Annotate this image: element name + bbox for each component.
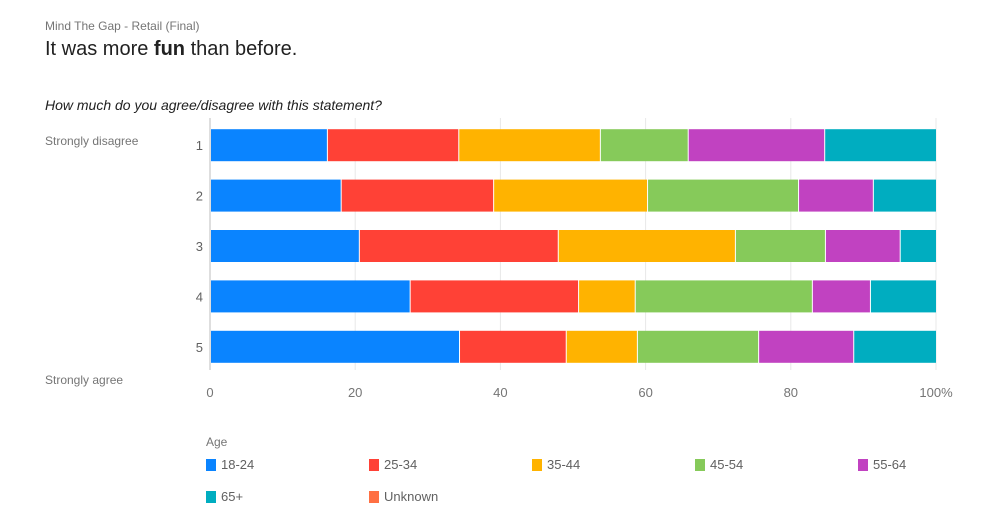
bar-segment-35-44 [494, 179, 648, 212]
legend-title: Age [206, 435, 228, 449]
bar-segment-55-64 [812, 280, 870, 313]
bar-segment-18-24 [211, 330, 460, 363]
bar-segment-18-24 [211, 280, 410, 313]
bar-segment-55-64 [825, 230, 900, 262]
scale-bottom-label: Strongly agree [45, 373, 124, 387]
legend-item[interactable]: 65+ [206, 489, 243, 504]
bar-segment-45-54 [637, 330, 759, 363]
legend-item[interactable]: Unknown [369, 489, 438, 504]
legend-swatch [369, 490, 379, 503]
bar-segment-35-44 [558, 230, 735, 262]
bar-segment-45-54 [648, 179, 799, 212]
legend-label: 55-64 [873, 457, 907, 472]
bar-segment-65+ [854, 330, 936, 363]
bar-segment-45-54 [735, 230, 825, 262]
bar-segment-18-24 [211, 129, 327, 162]
legend-label: 35-44 [547, 457, 581, 472]
bar-segment-25-34 [341, 179, 494, 212]
bar-segment-45-54 [635, 280, 812, 313]
legend-swatch [206, 458, 216, 471]
legend-swatch [532, 458, 542, 471]
legend-swatch [695, 458, 705, 471]
legend-item[interactable]: 45-54 [695, 457, 743, 472]
bar-segment-25-34 [410, 280, 579, 313]
bar-segment-25-34 [359, 230, 558, 262]
bar-segment-65+ [900, 230, 936, 262]
legend-item[interactable]: 35-44 [532, 457, 580, 472]
bar-segment-25-34 [327, 129, 459, 162]
legend-swatch [206, 490, 216, 503]
page-title: It was more fun than before. [45, 38, 298, 60]
legend-swatch [369, 458, 379, 471]
bar-segment-55-64 [799, 179, 873, 212]
x-tick-label: 20 [348, 385, 362, 400]
x-tick-label: 80 [784, 385, 798, 400]
bar-segment-45-54 [600, 129, 688, 162]
y-tick-label: 5 [196, 340, 203, 355]
survey-name: Mind The Gap - Retail (Final) [45, 19, 200, 33]
bar-segment-55-64 [688, 129, 825, 162]
bar-segment-55-64 [759, 330, 854, 363]
y-tick-label: 4 [196, 289, 203, 304]
legend-item[interactable]: 55-64 [858, 457, 906, 472]
bar-segment-25-34 [460, 330, 566, 363]
bar-segment-35-44 [579, 280, 635, 313]
y-tick-label: 1 [196, 138, 203, 153]
legend-label: 18-24 [221, 457, 255, 472]
question-text: How much do you agree/disagree with this… [45, 97, 382, 113]
bar-segment-65+ [825, 129, 936, 162]
bar-segment-35-44 [459, 129, 600, 162]
legend-label: 25-34 [384, 457, 418, 472]
bar-segment-18-24 [211, 230, 359, 262]
bar-segment-35-44 [566, 330, 637, 363]
bar-segment-65+ [870, 280, 936, 313]
legend-item[interactable]: 25-34 [369, 457, 417, 472]
bar-segment-18-24 [211, 179, 341, 212]
legend-label: 65+ [221, 489, 244, 504]
x-tick-label: 100% [919, 385, 953, 400]
bar-segment-65+ [873, 179, 936, 212]
x-tick-label: 0 [206, 385, 213, 400]
legend-swatch [858, 458, 868, 471]
y-tick-label: 3 [196, 239, 203, 254]
x-tick-label: 60 [638, 385, 652, 400]
y-tick-label: 2 [196, 189, 203, 204]
legend-label: 45-54 [710, 457, 744, 472]
legend-item[interactable]: 18-24 [206, 457, 254, 472]
scale-top-label: Strongly disagree [45, 134, 139, 148]
legend-label: Unknown [384, 489, 439, 504]
x-tick-label: 40 [493, 385, 507, 400]
